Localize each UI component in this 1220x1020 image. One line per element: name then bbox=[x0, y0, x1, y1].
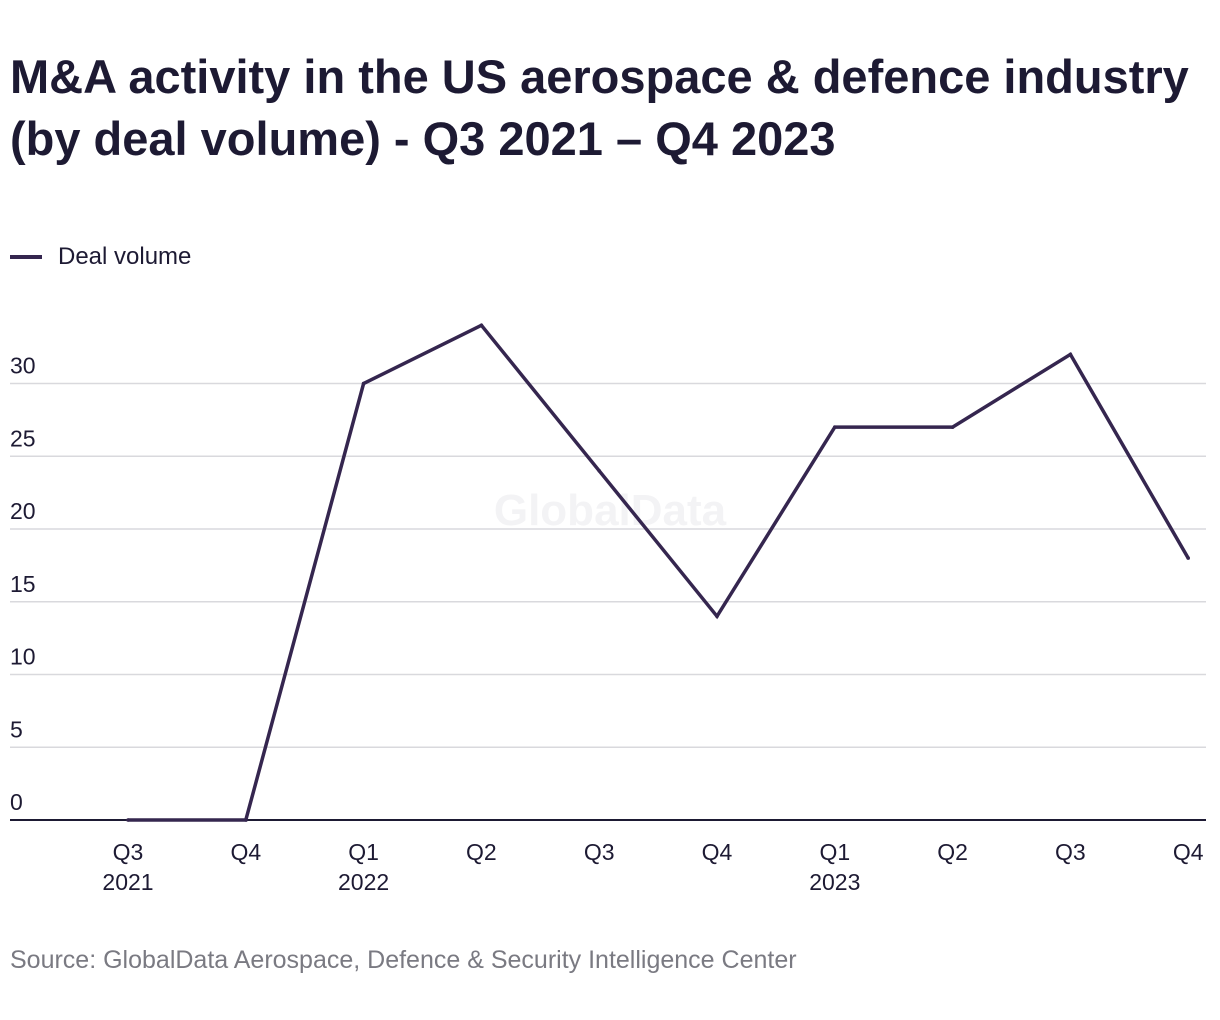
y-tick-label: 0 bbox=[10, 789, 23, 815]
y-tick-label: 20 bbox=[10, 498, 36, 524]
chart-title: M&A activity in the US aerospace & defen… bbox=[10, 50, 1189, 165]
y-tick-label: 25 bbox=[10, 425, 36, 451]
legend-swatch bbox=[10, 255, 42, 259]
source-note: Source: GlobalData Aerospace, Defence & … bbox=[10, 946, 797, 974]
data-point bbox=[244, 818, 248, 822]
data-point bbox=[479, 323, 484, 328]
data-point bbox=[597, 469, 601, 473]
data-point bbox=[950, 425, 955, 429]
x-tick-label: Q4 bbox=[702, 839, 733, 865]
legend: Deal volume bbox=[10, 242, 191, 272]
x-tick-label: Q2 bbox=[466, 839, 497, 865]
y-axis-ticks: 0 5 10 15 20 25 30 bbox=[10, 353, 36, 816]
data-point bbox=[361, 381, 366, 386]
data-point bbox=[126, 818, 130, 822]
x-tick-label: Q3 bbox=[1055, 839, 1086, 865]
watermark: GlobalData bbox=[494, 486, 727, 535]
x-tick-label: Q4 bbox=[230, 839, 261, 865]
x-tick-label: Q1 bbox=[348, 839, 379, 865]
x-tick-label: Q3 bbox=[584, 839, 615, 865]
y-tick-label: 30 bbox=[10, 353, 36, 379]
x-tick-year-label: 2022 bbox=[338, 869, 389, 895]
x-tick-label: Q1 bbox=[819, 839, 850, 865]
data-point bbox=[1068, 352, 1073, 357]
data-point bbox=[715, 614, 719, 619]
y-tick-label: 5 bbox=[10, 716, 23, 742]
data-point bbox=[1186, 556, 1190, 560]
series-line-deal-volume bbox=[128, 323, 1190, 822]
x-tick-year-label: 2021 bbox=[102, 869, 153, 895]
grid-lines bbox=[10, 382, 1206, 821]
x-tick-year-label: 2023 bbox=[809, 869, 860, 895]
line-chart: GlobalData 0 5 10 15 20 25 30 Q3 2021 Q4 Q1 2022 Q2… bbox=[10, 323, 1206, 895]
x-tick-label: Q4 bbox=[1173, 839, 1204, 865]
x-tick-label: Q2 bbox=[937, 839, 968, 865]
x-tick-label: Q3 bbox=[113, 839, 144, 865]
y-tick-label: 15 bbox=[10, 571, 36, 597]
y-tick-label: 10 bbox=[10, 644, 36, 670]
legend-label: Deal volume bbox=[58, 243, 192, 270]
series-group bbox=[126, 323, 1190, 822]
data-point bbox=[833, 425, 837, 429]
x-axis-ticks: Q3 2021 Q4 Q1 2022 Q2 Q3 Q4 Q1 2023 Q2 Q3 Q4 bbox=[102, 839, 1203, 895]
